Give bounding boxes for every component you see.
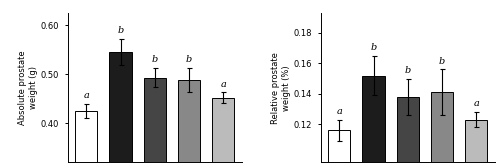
Text: b: b <box>186 55 192 64</box>
Text: b: b <box>118 26 124 35</box>
Bar <box>75 111 98 164</box>
Bar <box>431 92 453 164</box>
Bar <box>328 130 350 164</box>
Text: b: b <box>439 57 445 66</box>
Text: b: b <box>404 66 411 75</box>
Bar <box>212 98 234 164</box>
Text: a: a <box>473 99 479 108</box>
Text: b: b <box>152 55 158 64</box>
Bar <box>396 97 419 164</box>
Bar <box>465 120 487 164</box>
Bar <box>178 80 200 164</box>
Text: a: a <box>220 80 226 89</box>
Bar <box>110 52 132 164</box>
Bar <box>362 76 384 164</box>
Text: a: a <box>84 91 89 100</box>
Bar <box>144 78 166 164</box>
Text: b: b <box>370 43 376 52</box>
Y-axis label: Absolute prostate
weight (g): Absolute prostate weight (g) <box>18 50 38 125</box>
Text: a: a <box>336 107 342 116</box>
Y-axis label: Relative prostate
weight (%): Relative prostate weight (%) <box>271 52 291 124</box>
